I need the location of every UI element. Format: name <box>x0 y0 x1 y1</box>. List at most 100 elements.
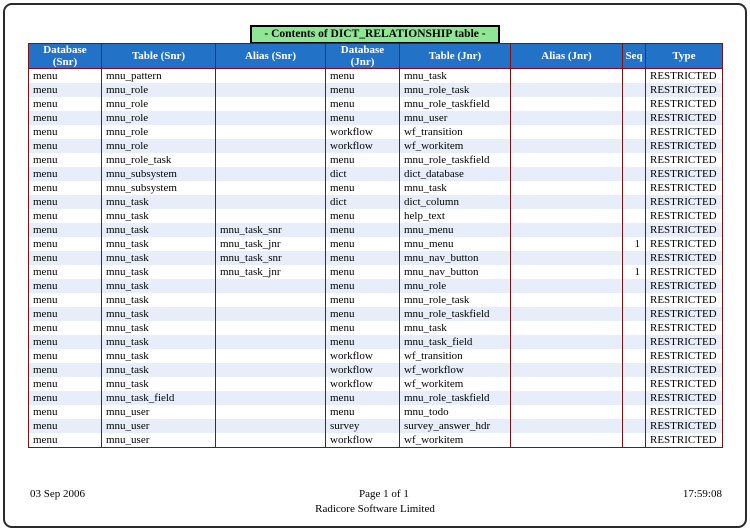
table-cell <box>622 251 646 265</box>
table-cell <box>510 111 623 125</box>
table-cell: survey <box>325 419 400 433</box>
table-cell <box>622 167 646 181</box>
table-row: menu mnu_task workflow wf_workflow RESTRICTE… <box>28 363 723 377</box>
table-cell: mnu_nav_button <box>399 251 511 265</box>
table-cell: RESTRICTED <box>645 139 723 153</box>
table-cell <box>510 97 623 111</box>
table-cell <box>622 279 646 293</box>
table-cell: mnu_task_field <box>101 391 216 405</box>
table-cell <box>215 68 326 83</box>
table-cell: menu <box>28 335 102 349</box>
table-cell <box>510 419 623 433</box>
table-cell: mnu_role_taskfield <box>399 153 511 167</box>
table-cell: mnu_role_taskfield <box>399 391 511 405</box>
table-cell: RESTRICTED <box>645 293 723 307</box>
table-cell <box>622 321 646 335</box>
table-cell <box>510 293 623 307</box>
column-header-4: Table (Jnr) <box>399 43 511 69</box>
table-cell <box>622 391 646 405</box>
table-cell: menu <box>325 181 400 195</box>
table-cell: menu <box>325 209 400 223</box>
table-cell <box>622 181 646 195</box>
table-header-row: Database (Snr) Table (Snr) Alias (Snr) Data… <box>28 43 723 69</box>
column-header-5: Alias (Jnr) <box>510 43 623 69</box>
table-cell: dict_column <box>399 195 511 209</box>
table-cell: mnu_task <box>101 265 216 279</box>
table-cell: menu <box>28 377 102 391</box>
table-cell <box>215 153 326 167</box>
table-cell <box>510 321 623 335</box>
table-row: menu mnu_pattern menu mnu_task RESTRICTED <box>28 68 723 83</box>
table-cell: menu <box>28 307 102 321</box>
table-cell <box>215 307 326 321</box>
table-row: menu mnu_task mnu_task_jnr menu mnu_menu 1 RES… <box>28 237 723 251</box>
table-row: menu mnu_task mnu_task_snr menu mnu_nav_butt… <box>28 251 723 265</box>
table-cell: mnu_user <box>101 405 216 419</box>
table-row: menu mnu_role menu mnu_role_task RESTRICTED <box>28 83 723 97</box>
table-cell: mnu_task <box>101 209 216 223</box>
table-cell: RESTRICTED <box>645 419 723 433</box>
report-title-text: - Contents of DICT_RELATIONSHIP table - <box>250 25 500 44</box>
table-cell: menu <box>28 433 102 448</box>
table-cell: mnu_task <box>101 307 216 321</box>
table-cell: menu <box>28 125 102 139</box>
table-cell <box>215 97 326 111</box>
table-cell: menu <box>325 153 400 167</box>
table-cell <box>510 349 623 363</box>
table-cell: mnu_role <box>399 279 511 293</box>
table-cell: RESTRICTED <box>645 377 723 391</box>
table-cell: mnu_user <box>101 433 216 448</box>
column-header-0: Database (Snr) <box>28 43 102 69</box>
table-cell: mnu_role_taskfield <box>399 307 511 321</box>
table-cell: menu <box>28 181 102 195</box>
table-cell: dict <box>325 167 400 181</box>
table-cell: mnu_user <box>399 111 511 125</box>
table-cell: menu <box>325 251 400 265</box>
table-cell <box>622 139 646 153</box>
table-cell <box>510 195 623 209</box>
table-cell <box>510 251 623 265</box>
table-cell: wf_workitem <box>399 433 511 448</box>
table-row: menu mnu_user menu mnu_todo RESTRICTED <box>28 405 723 419</box>
table-cell <box>510 223 623 237</box>
table-cell: mnu_user <box>101 419 216 433</box>
table-cell <box>622 125 646 139</box>
table-cell: RESTRICTED <box>645 167 723 181</box>
column-header-1: Table (Snr) <box>101 43 216 69</box>
table-cell: menu <box>28 363 102 377</box>
table-row: menu mnu_role menu mnu_role_taskfield RESTRI… <box>28 97 723 111</box>
table-cell <box>622 419 646 433</box>
table-cell: mnu_task <box>101 279 216 293</box>
table-cell <box>510 335 623 349</box>
table-cell: RESTRICTED <box>645 181 723 195</box>
table-cell: mnu_task_field <box>399 335 511 349</box>
table-cell: RESTRICTED <box>645 307 723 321</box>
table-row: menu mnu_task mnu_task_snr menu mnu_menu REST… <box>28 223 723 237</box>
table-cell <box>215 279 326 293</box>
table-cell <box>215 125 326 139</box>
table-cell: wf_workflow <box>399 363 511 377</box>
table-cell: mnu_subsystem <box>101 167 216 181</box>
table-cell: help_text <box>399 209 511 223</box>
table-cell: mnu_nav_button <box>399 265 511 279</box>
table-cell: menu <box>28 419 102 433</box>
table-cell: 1 <box>622 265 646 279</box>
table-cell: mnu_task <box>399 181 511 195</box>
table-cell <box>622 433 646 448</box>
table-cell: menu <box>28 195 102 209</box>
table-cell: RESTRICTED <box>645 321 723 335</box>
table-row: menu mnu_subsystem menu mnu_task RESTRICTED <box>28 181 723 195</box>
table-cell: mnu_task <box>101 195 216 209</box>
table-cell: wf_workitem <box>399 377 511 391</box>
table-cell: workflow <box>325 139 400 153</box>
table-cell: RESTRICTED <box>645 335 723 349</box>
table-cell: wf_transition <box>399 125 511 139</box>
table-cell <box>622 363 646 377</box>
table-cell: menu <box>325 111 400 125</box>
table-cell: workflow <box>325 125 400 139</box>
column-header-6: Seq <box>622 43 646 69</box>
table-row: menu mnu_task menu mnu_task RESTRICTED <box>28 321 723 335</box>
table-cell: mnu_menu <box>399 223 511 237</box>
table-cell <box>215 433 326 448</box>
table-cell <box>510 181 623 195</box>
